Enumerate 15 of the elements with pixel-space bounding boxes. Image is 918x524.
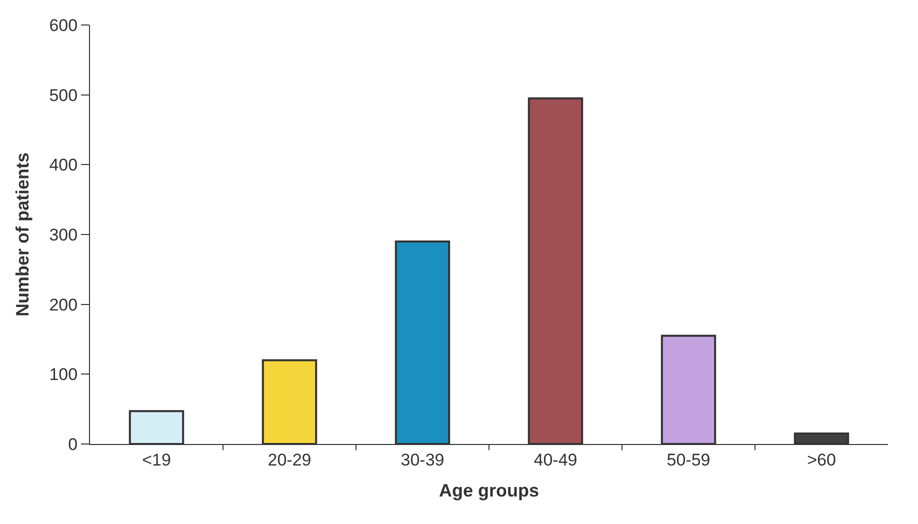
y-tick-label: 100 xyxy=(49,365,78,384)
x-axis-title: Age groups xyxy=(438,480,540,500)
y-tick-label: 0 xyxy=(68,434,78,454)
x-tick-label: <19 xyxy=(142,450,171,470)
y-tick-label: 600 xyxy=(49,16,78,35)
x-tick-label: 40-49 xyxy=(534,450,578,470)
y-axis-title: Number of patients xyxy=(12,152,32,317)
x-tick-label: 50-59 xyxy=(666,450,710,470)
y-tick-label: 200 xyxy=(49,295,78,314)
y-tick-label: 400 xyxy=(49,156,78,175)
y-tick-label: 500 xyxy=(49,86,78,105)
x-tick-label: 30-39 xyxy=(400,450,444,470)
y-tick-label: 300 xyxy=(49,225,78,244)
x-tick-label: >60 xyxy=(807,450,836,470)
x-tick-label: 20-29 xyxy=(268,450,312,470)
